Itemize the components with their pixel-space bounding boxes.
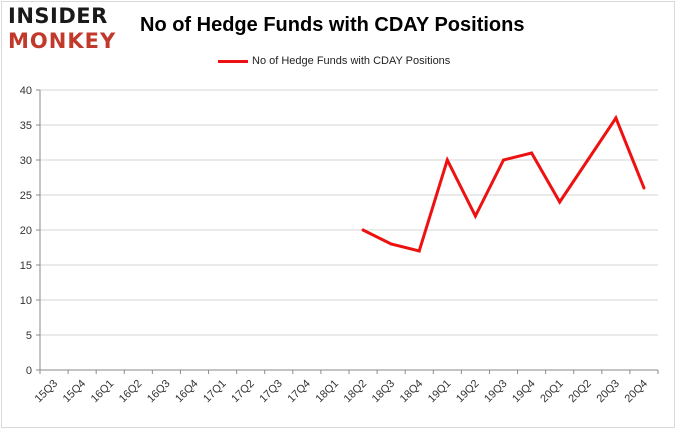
x-tick-label: 20Q4	[623, 378, 651, 406]
series-line	[362, 114, 646, 253]
series-layer	[361, 114, 646, 253]
data-point	[389, 242, 393, 246]
chart-legend: No of Hedge Funds with CDAY Positions	[218, 55, 450, 69]
x-tick-label: 16Q3	[145, 378, 173, 406]
y-tick-label: 15	[20, 260, 32, 272]
x-tick-label: 20Q1	[538, 378, 566, 406]
x-tick-label: 17Q4	[285, 378, 313, 406]
x-tick-label: 18Q4	[398, 378, 426, 406]
data-point	[445, 158, 449, 162]
x-tick-label: 18Q2	[342, 378, 370, 406]
x-tick-label: 15Q4	[61, 378, 89, 406]
x-tick-label: 19Q2	[454, 378, 482, 406]
data-point	[530, 151, 534, 155]
x-tick-label: 20Q2	[566, 378, 594, 406]
y-tick-label: 30	[20, 155, 32, 167]
x-tick-label: 19Q4	[510, 378, 538, 406]
data-point	[586, 158, 590, 162]
x-tick-label: 16Q1	[89, 378, 117, 406]
x-tick-label: 20Q3	[594, 378, 622, 406]
data-point	[361, 228, 365, 232]
data-point	[558, 200, 562, 204]
logo-line-1: INSIDER	[8, 4, 108, 28]
data-point	[642, 186, 646, 190]
y-tick-label: 35	[20, 120, 32, 132]
x-tick-label: 16Q2	[117, 378, 145, 406]
data-point	[614, 116, 618, 120]
x-tick-label: 17Q2	[229, 378, 257, 406]
insider-monkey-logo: INSIDER MONKEY	[8, 6, 126, 56]
y-tick-label: 0	[26, 365, 32, 377]
data-point	[417, 249, 421, 253]
gridlines	[40, 89, 658, 336]
chart-title: No of Hedge Funds with CDAY Positions	[140, 14, 525, 36]
y-axis-ticks: 0 5 10 15 20 25 30 35 40	[20, 85, 40, 377]
x-tick-label: 19Q3	[482, 378, 510, 406]
x-tick-label: 15Q3	[33, 378, 61, 406]
x-tick-label: 18Q3	[370, 378, 398, 406]
y-tick-label: 25	[20, 190, 32, 202]
y-tick-label: 40	[20, 85, 32, 97]
legend-label: No of Hedge Funds with CDAY Positions	[252, 55, 451, 68]
x-tick-label: 17Q3	[257, 378, 285, 406]
x-tick-label: 17Q1	[201, 378, 229, 406]
data-point	[473, 214, 477, 218]
data-point	[502, 158, 505, 162]
y-tick-label: 10	[20, 295, 32, 307]
y-tick-label: 20	[20, 225, 32, 237]
x-tick-label: 19Q1	[426, 378, 454, 406]
legend-swatch	[218, 59, 248, 63]
x-axis-ticks: 15Q3 15Q4 16Q1 16Q2 16Q3 16Q4 17Q1 17Q2 17Q3 17Q4…	[33, 370, 659, 406]
y-tick-label: 5	[26, 330, 32, 342]
logo-line-2: MONKEY	[8, 29, 117, 53]
x-tick-label: 18Q1	[314, 378, 342, 406]
x-tick-label: 16Q4	[173, 378, 201, 406]
